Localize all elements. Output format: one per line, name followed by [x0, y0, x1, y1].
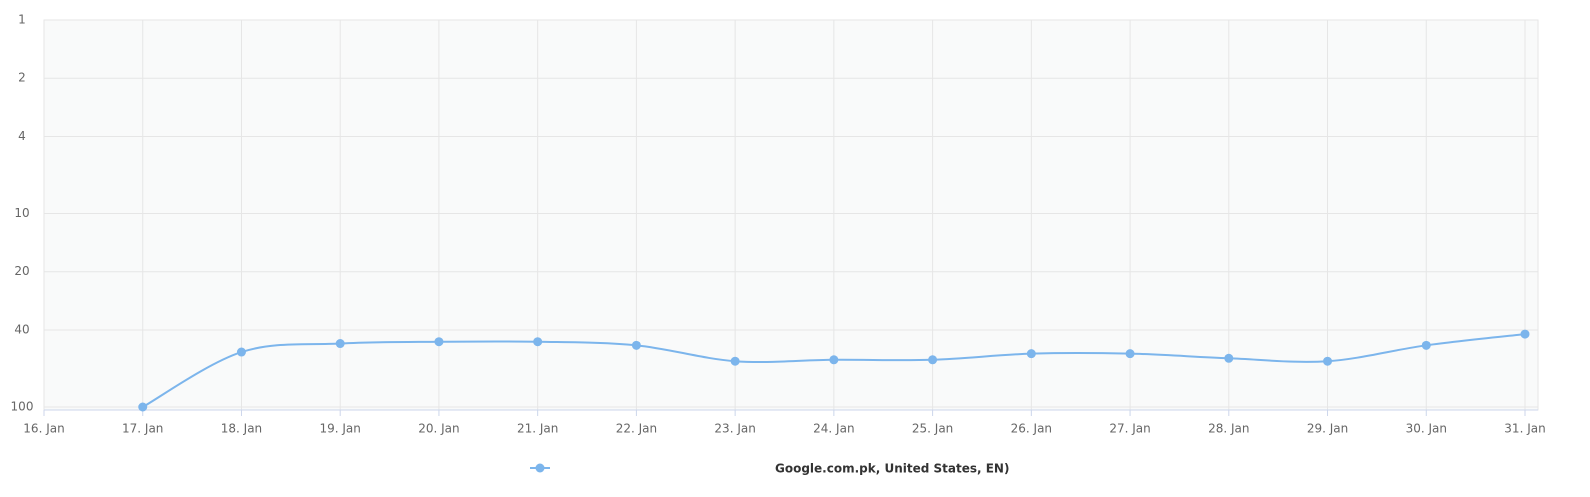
data-point: [138, 402, 148, 412]
data-point: [1026, 349, 1036, 359]
data-point: [730, 356, 740, 366]
x-tick-label: 23. Jan: [714, 422, 755, 436]
data-point: [434, 337, 444, 347]
data-point: [1323, 356, 1333, 366]
y-tick-label: 20: [14, 264, 29, 278]
y-tick-label: 4: [18, 129, 26, 143]
y-tick-label: 40: [14, 322, 29, 336]
x-tick-label: 30. Jan: [1406, 422, 1447, 436]
x-tick-label: 20. Jan: [418, 422, 459, 436]
y-tick-label: 1: [18, 13, 26, 27]
data-point: [1224, 353, 1234, 363]
x-tick-label: 29. Jan: [1307, 422, 1348, 436]
x-tick-label: 19. Jan: [319, 422, 360, 436]
y-tick-label: 10: [14, 206, 29, 220]
x-tick-label: 21. Jan: [517, 422, 558, 436]
x-tick-label: 28. Jan: [1208, 422, 1249, 436]
x-tick-label: 26. Jan: [1011, 422, 1052, 436]
data-point: [335, 339, 345, 349]
x-tick-label: 31. Jan: [1504, 422, 1545, 436]
data-point: [1421, 340, 1431, 350]
x-tick-label: 16. Jan: [23, 422, 64, 436]
y-tick-label: 2: [18, 71, 26, 85]
x-tick-label: 24. Jan: [813, 422, 854, 436]
legend-label: Google.com.pk, United States, EN): [775, 462, 1009, 476]
data-point: [829, 355, 839, 365]
x-tick-label: 22. Jan: [616, 422, 657, 436]
legend-symbol: [535, 463, 545, 473]
x-tick-label: 18. Jan: [221, 422, 262, 436]
data-point: [1520, 329, 1530, 339]
y-tick-label: 100: [11, 400, 34, 414]
data-point: [533, 337, 543, 347]
x-tick-label: 27. Jan: [1109, 422, 1150, 436]
data-point: [1125, 349, 1135, 359]
x-tick-label: 25. Jan: [912, 422, 953, 436]
data-point: [236, 347, 246, 357]
data-point: [631, 340, 641, 350]
x-tick-label: 17. Jan: [122, 422, 163, 436]
data-point: [928, 355, 938, 365]
